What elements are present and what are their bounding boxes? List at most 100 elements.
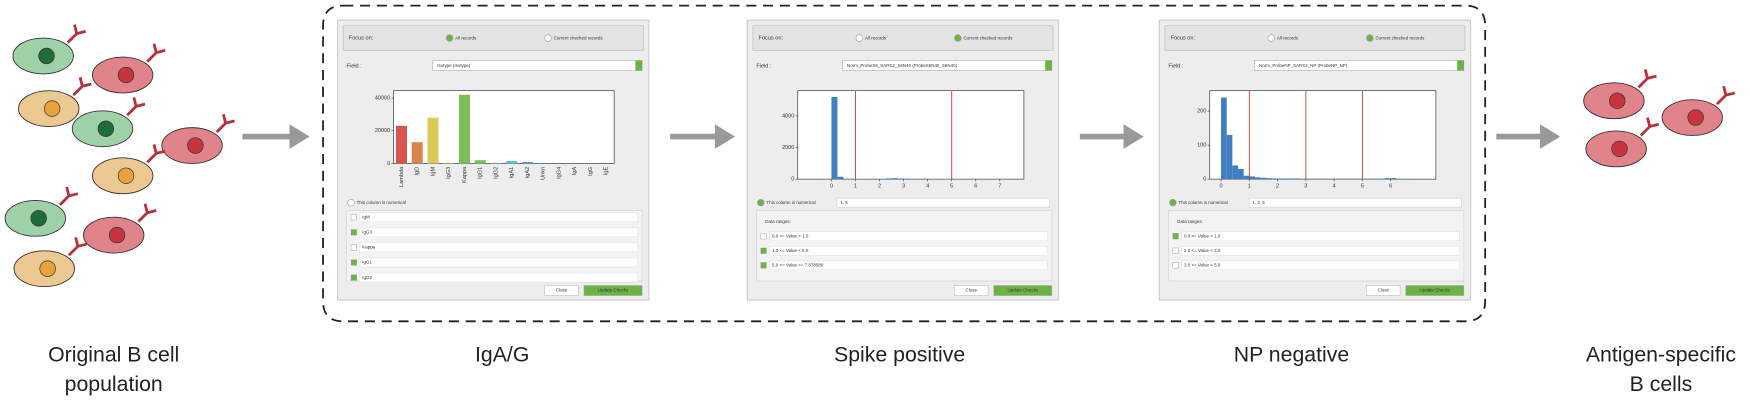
item-row: [1181, 260, 1460, 271]
radio[interactable]: [1366, 34, 1374, 42]
button[interactable]: [954, 285, 989, 296]
x-tick-label: 4: [926, 183, 929, 189]
checkbox[interactable]: [1172, 233, 1179, 240]
checkbox[interactable]: [350, 214, 357, 221]
x-tick-label: Unkn: [541, 167, 547, 180]
x-tick-label: 1: [854, 183, 857, 189]
plot-area: [1209, 90, 1437, 180]
item-label: IgM: [362, 214, 370, 219]
focus-box: [1164, 25, 1466, 51]
x-tick-label: 6: [1389, 183, 1392, 189]
x-tick-label: IgA2: [525, 167, 531, 178]
radio-label: Current checked records: [554, 35, 604, 40]
button-label: Update Checks: [598, 288, 629, 293]
checkbox[interactable]: [760, 262, 767, 269]
numerical-radio[interactable]: [1169, 199, 1177, 207]
nucleus: [1687, 109, 1704, 126]
checkbox[interactable]: [760, 247, 767, 254]
antibody: [126, 97, 146, 117]
radio-label: All records: [455, 35, 477, 40]
threshold-input[interactable]: [1248, 197, 1462, 208]
x-tick-label: IgD: [415, 167, 421, 176]
x-tick-label: IgG3: [446, 167, 452, 179]
bar: [474, 160, 486, 164]
radio[interactable]: [855, 34, 863, 42]
antibody: [146, 144, 166, 164]
x-tick-label: 0: [830, 183, 833, 189]
field-value: Norm_ProbeS6_SARS2_S6N40 (ProbeS6N40_S6N…: [847, 63, 958, 68]
item-row: [359, 257, 638, 268]
numerical-label: This column is numerical: [1178, 200, 1227, 205]
checkbox[interactable]: [350, 244, 357, 251]
radio[interactable]: [954, 34, 962, 42]
nucleus: [117, 167, 135, 184]
x-tick-label: 5: [950, 183, 953, 189]
item-label: IgG3: [362, 229, 372, 234]
y-tick-label: 4000: [782, 113, 794, 119]
button-label: Update Checks: [1008, 288, 1039, 293]
x-tick-label: IgG: [588, 167, 594, 176]
button[interactable]: [1405, 285, 1465, 296]
threshold-input[interactable]: [836, 197, 1050, 208]
y-tick-label: 40000: [375, 96, 391, 102]
x-tick-label: 3: [902, 183, 905, 189]
field-label: Field :: [347, 64, 363, 70]
radio-label: Current checked records: [1375, 35, 1425, 40]
checkbox[interactable]: [1172, 262, 1179, 269]
item-row: [769, 246, 1048, 256]
button[interactable]: [993, 285, 1053, 296]
hist-bar: [1294, 178, 1301, 180]
radio[interactable]: [1267, 34, 1275, 42]
x-tick-label: 2: [878, 183, 881, 189]
radio[interactable]: [544, 34, 552, 42]
bar: [521, 162, 534, 164]
item-row: [1181, 231, 1460, 241]
threshold-text: 1, 3, 5: [1252, 200, 1265, 205]
item-label: 5.0 <= Value <= 7.878580: [772, 263, 824, 268]
checkbox[interactable]: [760, 233, 767, 240]
item-row: [359, 242, 638, 253]
button-label: Update Checks: [1420, 288, 1451, 293]
y-tick-label: 100: [1197, 143, 1206, 149]
focus-label: Focus on:: [349, 36, 374, 42]
radio[interactable]: [445, 34, 454, 42]
item-label: 1.0 <= Value < 5.0: [772, 248, 809, 253]
x-tick-label: 2: [1276, 183, 1279, 189]
stage-label: NP negative: [1234, 343, 1349, 367]
checkbox[interactable]: [1172, 247, 1179, 254]
select-arrow: [635, 60, 643, 71]
button[interactable]: [583, 285, 643, 296]
nucleus: [38, 47, 55, 65]
hist-bar: [1260, 177, 1267, 180]
checkbox[interactable]: [350, 229, 357, 236]
x-tick-label: IgA: [572, 167, 578, 176]
antibody: [1715, 85, 1736, 106]
button[interactable]: [1366, 285, 1401, 296]
arrow-head: [1123, 124, 1144, 149]
hist-bar: [1243, 175, 1250, 180]
button[interactable]: [544, 285, 579, 296]
antibody: [1637, 69, 1657, 89]
y-tick-label: 200: [1197, 109, 1206, 115]
bar: [506, 161, 518, 164]
button-label: Close: [556, 288, 568, 293]
field-value: Norm_ProbeNP_SARS2_NP (ProbeNP_NP): [1259, 63, 1348, 68]
nucleus: [108, 226, 126, 244]
numerical-label: This column is numerical: [357, 200, 406, 205]
threshold-text: 1, 5: [840, 200, 848, 205]
antibody: [72, 76, 92, 97]
hist-bar: [1283, 178, 1289, 180]
ranges-label: Data ranges:: [765, 219, 791, 224]
field-select[interactable]: [842, 60, 1053, 71]
antibody: [66, 24, 87, 44]
y-tick-label: 0: [1203, 177, 1206, 183]
numerical-radio[interactable]: [757, 199, 765, 207]
checkbox[interactable]: [350, 274, 357, 281]
field-label: Field :: [1168, 64, 1184, 70]
numerical-radio[interactable]: [347, 199, 355, 207]
stage-label: IgA/G: [475, 343, 529, 367]
arrow-head: [714, 124, 736, 149]
bar: [427, 117, 439, 164]
checkbox[interactable]: [350, 259, 357, 266]
x-tick-label: 3: [1304, 183, 1307, 189]
